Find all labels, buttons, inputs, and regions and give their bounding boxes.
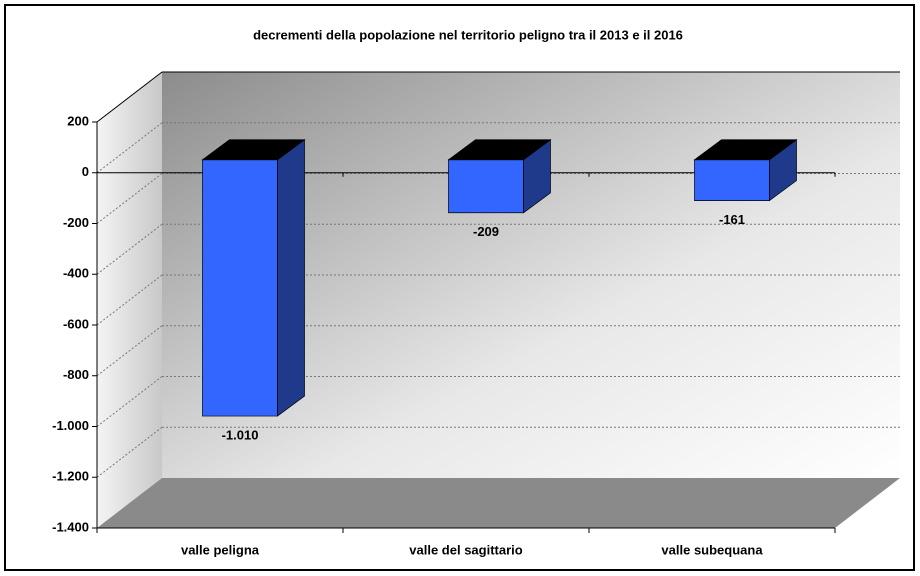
bar-front bbox=[448, 159, 524, 214]
y-tick-label: -800 bbox=[63, 367, 89, 382]
value-label: -1.010 bbox=[222, 427, 259, 442]
bar bbox=[693, 139, 798, 202]
y-tick-label: -1.200 bbox=[52, 469, 89, 484]
y-tick-label: -200 bbox=[63, 215, 89, 230]
value-label: -161 bbox=[719, 212, 745, 227]
bar-front bbox=[694, 159, 770, 201]
x-tick-label: valle subequana bbox=[661, 542, 763, 557]
y-tick-label: -400 bbox=[63, 266, 89, 281]
bar-top bbox=[201, 139, 306, 161]
chart-title: decrementi della popolazione nel territo… bbox=[253, 27, 683, 42]
grid-line bbox=[96, 71, 163, 123]
grid-line bbox=[96, 376, 163, 427]
grid-line bbox=[96, 426, 163, 478]
y-tick-label: 200 bbox=[67, 113, 89, 128]
value-label: -209 bbox=[473, 224, 499, 239]
bar-top bbox=[447, 139, 552, 161]
bar-side bbox=[277, 139, 305, 417]
grid-line bbox=[96, 223, 163, 275]
bar-top bbox=[693, 139, 798, 161]
y-tick-label: 0 bbox=[82, 164, 89, 179]
y-tick-label: -600 bbox=[63, 316, 89, 331]
bar bbox=[201, 139, 306, 417]
x-tick-label: valle peligna bbox=[181, 542, 260, 557]
grid-line bbox=[96, 325, 163, 377]
x-tick-label: valle del sagittario bbox=[409, 542, 522, 557]
bar bbox=[447, 139, 552, 214]
bar-front bbox=[202, 159, 278, 417]
grid-line bbox=[96, 173, 163, 224]
y-tick-label: -1.400 bbox=[52, 519, 89, 534]
floor bbox=[97, 478, 900, 528]
grid-line bbox=[96, 122, 163, 174]
y-tick-label: -1.000 bbox=[52, 418, 89, 433]
grid-line bbox=[96, 274, 163, 326]
